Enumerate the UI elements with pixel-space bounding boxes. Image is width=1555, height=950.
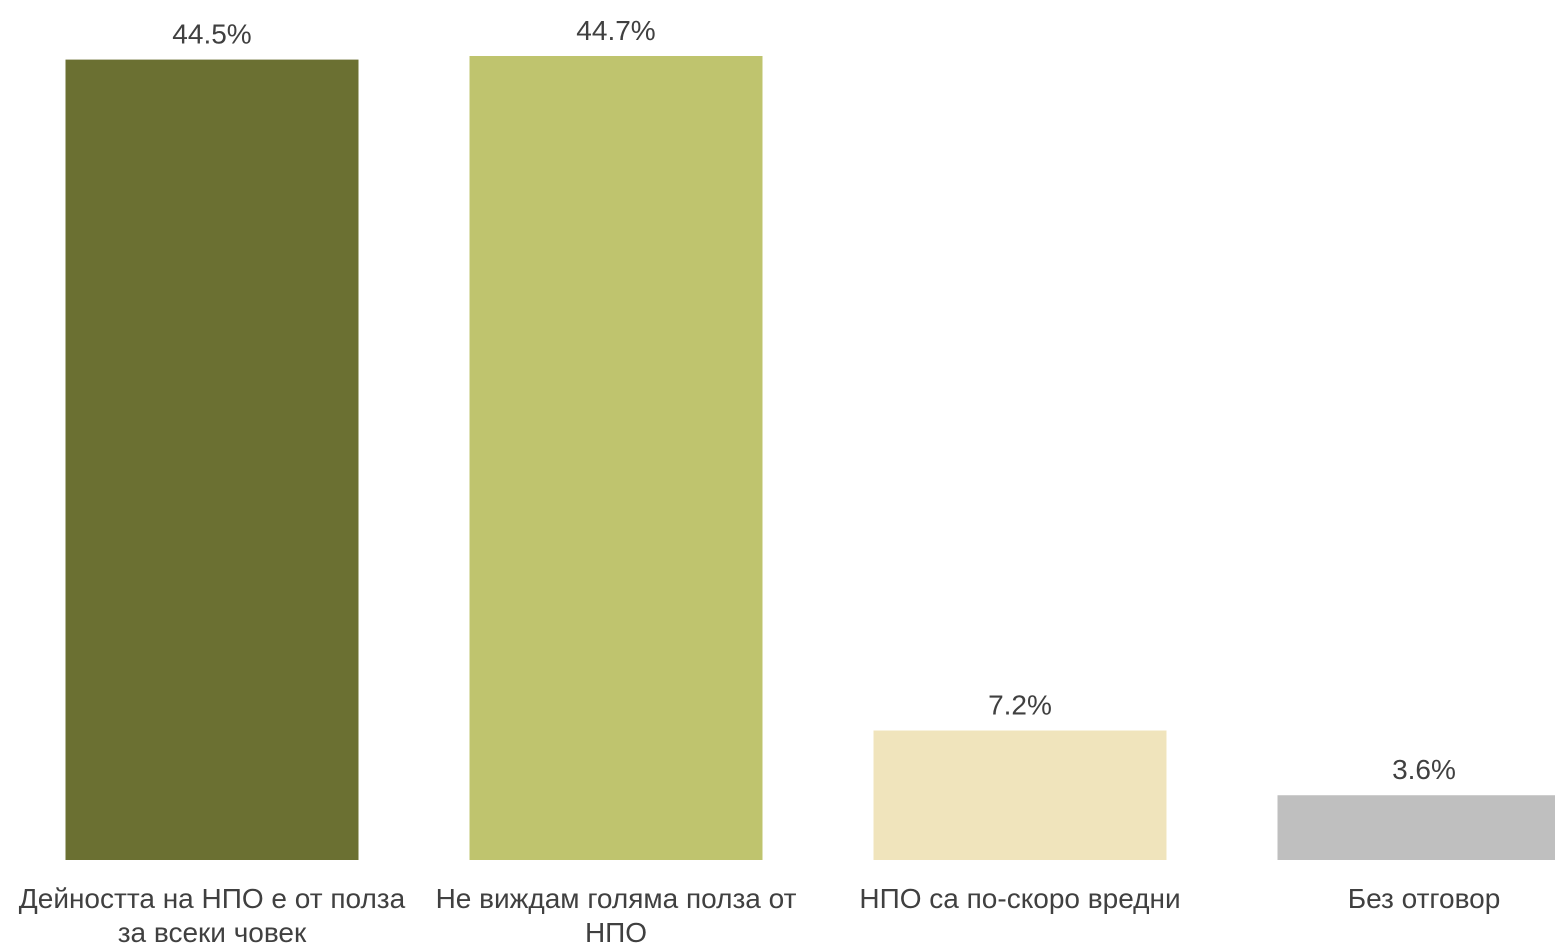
category-label-2: НПО са по-скоро вредни: [810, 882, 1230, 916]
category-label-0: Дейността на НПО е от полза за всеки чов…: [2, 882, 422, 950]
category-label-3: Без отговор: [1214, 882, 1555, 916]
value-label-3: 3.6%: [1392, 754, 1456, 785]
bar-2: [874, 730, 1167, 860]
value-label-0: 44.5%: [172, 19, 251, 50]
value-label-1: 44.7%: [576, 15, 655, 46]
bar-3: [1278, 795, 1555, 860]
bar-1: [470, 56, 763, 860]
value-label-2: 7.2%: [988, 689, 1052, 720]
bar-0: [66, 60, 359, 860]
category-label-1: Не виждам голяма полза от НПО: [406, 882, 826, 950]
